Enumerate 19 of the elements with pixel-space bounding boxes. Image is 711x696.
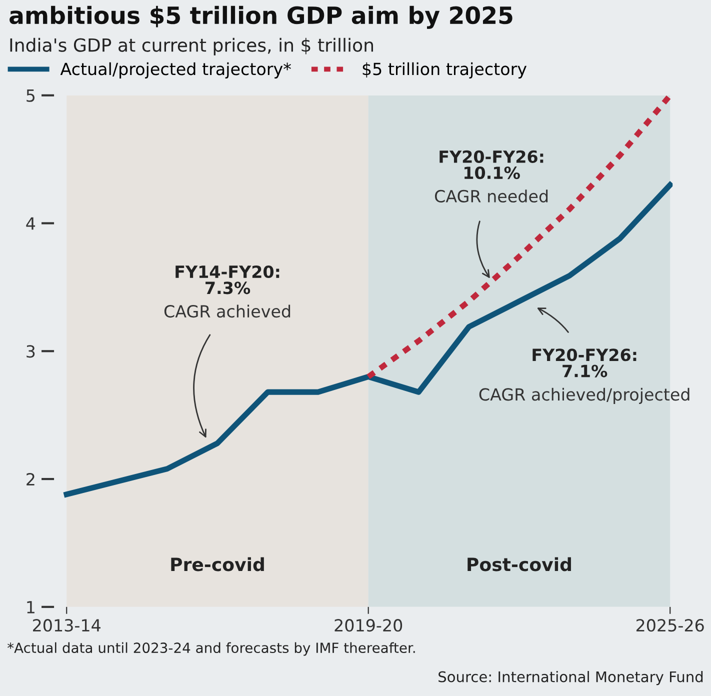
band-label: Post-covid (468, 557, 571, 572)
annotation: FY20-FY26: 7.1% CAGR achieved/projected (479, 348, 690, 404)
text: *Actual data until 2023-24 and forecasts by IMF thereafter. (8, 642, 415, 656)
chart-subtitle: India's GDP at current prices, in $ trillion (10, 38, 373, 56)
chart-title: ambitious $5 trillion GDP aim by 2025 (10, 6, 512, 29)
band-label: Pre-covid (171, 557, 264, 572)
source-note: Source: International Monetary Fund (438, 671, 703, 686)
x-tick-label: 2019-20 (334, 619, 402, 632)
x-tick-label: 2013-14 (33, 619, 100, 632)
y-tick-label: 5 (26, 90, 35, 102)
y-tick-label: 4 (26, 217, 36, 230)
y-tick-label: 3 (26, 345, 35, 358)
y-tick-label: 2 (26, 472, 34, 486)
y-tick-label: 1 (27, 601, 34, 614)
legend-label: Actual/projected trajectory* (60, 62, 291, 78)
annotation: FY20-FY26: 10.1% CAGR needed (434, 150, 548, 202)
legend-label: $5 trillion trajectory (362, 62, 527, 78)
annotation: FY14-FY20: 7.3% CAGR achieved (164, 265, 290, 318)
x-tick-label: 2025-26 (636, 619, 704, 632)
